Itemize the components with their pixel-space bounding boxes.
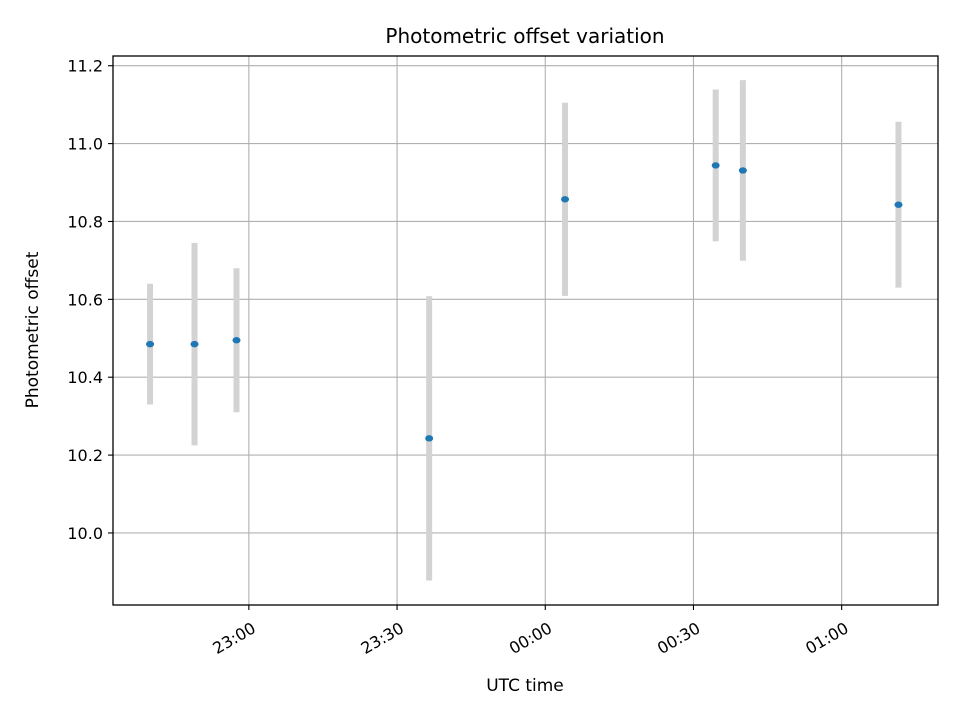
y-tick-label: 10.2	[67, 446, 103, 465]
y-tick-label: 10.6	[67, 290, 103, 309]
data-point	[738, 167, 747, 174]
x-axis-title: UTC time	[486, 676, 564, 696]
y-tick-label: 10.8	[67, 212, 103, 231]
data-point	[894, 201, 903, 208]
data-point	[190, 340, 199, 348]
y-axis-title: Photometric offset	[23, 251, 43, 408]
data-point	[146, 340, 155, 348]
plot-frame	[112, 55, 939, 606]
chart-title: Photometric offset variation	[385, 24, 664, 48]
grid-layer	[113, 56, 938, 605]
data-point	[711, 162, 720, 169]
y-tick-label: 11.2	[67, 57, 103, 76]
point-layer	[146, 162, 903, 442]
y-tick-label: 10.0	[67, 524, 103, 543]
data-point	[425, 435, 434, 442]
data-point	[232, 337, 241, 344]
y-tick-label: 11.0	[67, 135, 103, 154]
y-tick-label: 10.4	[67, 368, 103, 387]
data-point	[561, 196, 570, 203]
